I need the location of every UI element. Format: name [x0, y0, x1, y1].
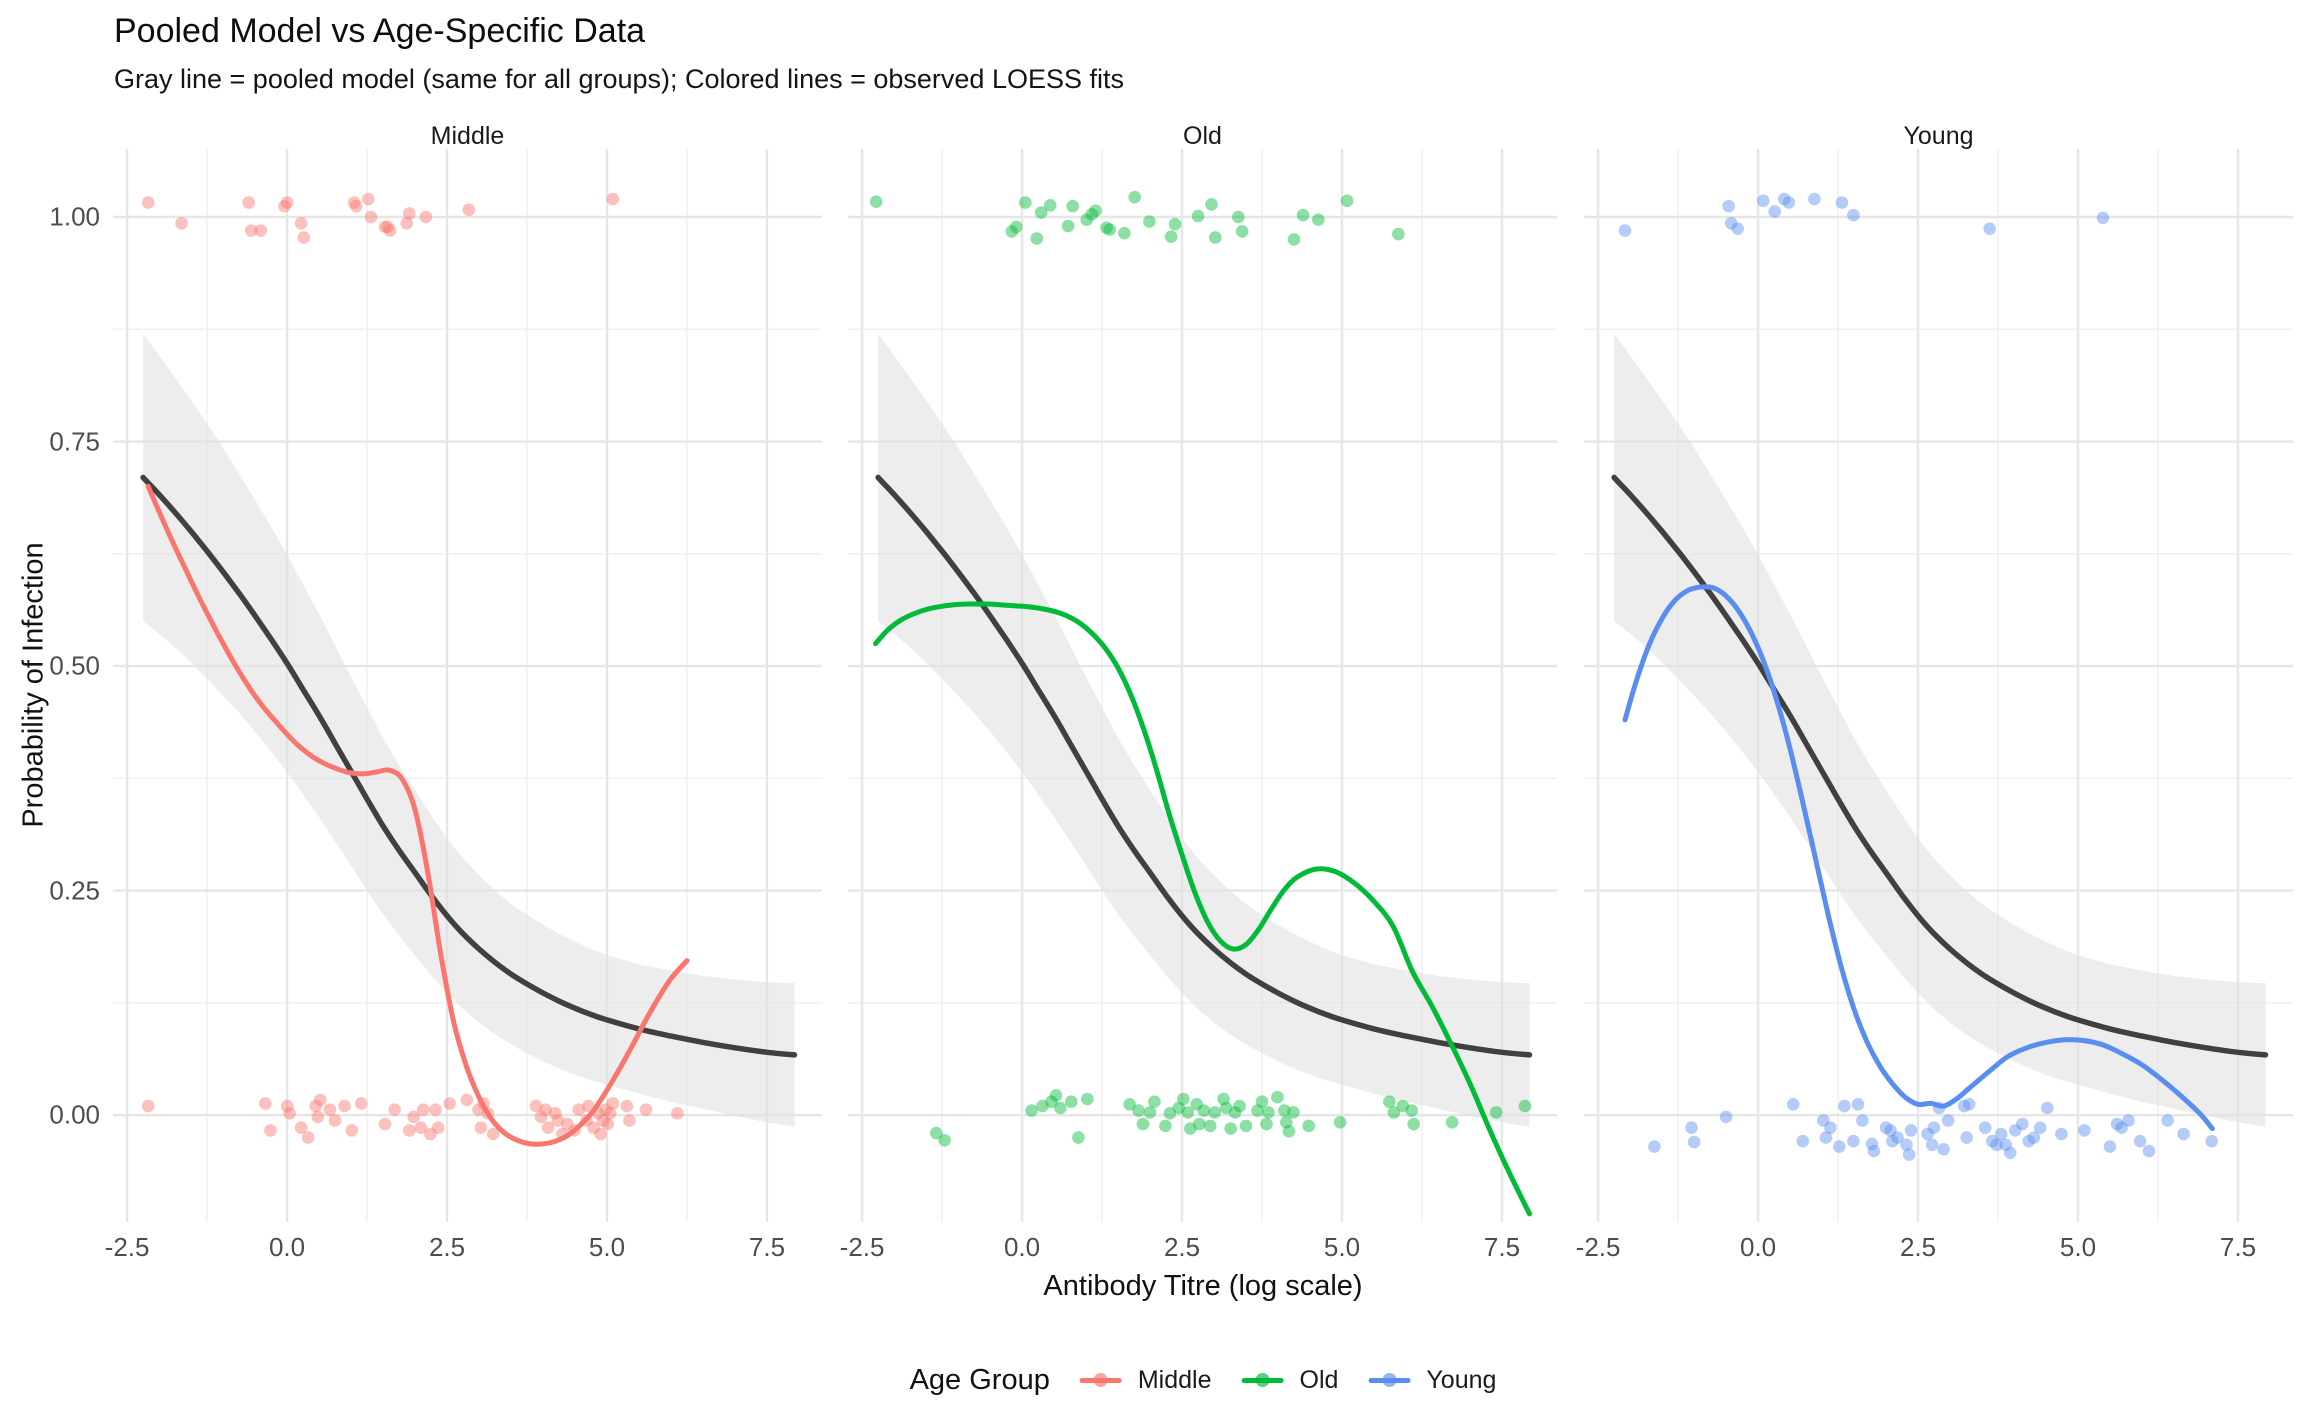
- scatter-points: [869, 190, 1532, 1147]
- x-tick-label: 7.5: [1483, 1232, 1521, 1262]
- y-tick-label: 0.00: [49, 1099, 100, 1130]
- x-tick-label: 2.5: [1163, 1232, 1201, 1262]
- facet-label-middle: Middle: [430, 121, 505, 150]
- loess-line-young: [1622, 584, 2215, 1132]
- legend: Age Group Middle Old Young: [910, 1356, 1497, 1404]
- x-axis-title: Antibody Titre (log scale): [1043, 1270, 1363, 1302]
- x-tick-label: 5.0: [588, 1232, 626, 1262]
- legend-item-old: Old: [1241, 1365, 1339, 1395]
- x-tick-label: 7.5: [748, 1232, 786, 1262]
- x-tick-label: -2.5: [839, 1232, 885, 1262]
- panel-young: [1584, 149, 2293, 1222]
- x-tick-label: 2.5: [428, 1232, 466, 1262]
- facet-label-young: Young: [1903, 121, 1974, 150]
- panel-old: [848, 149, 1557, 1222]
- legend-label-old: Old: [1299, 1365, 1339, 1394]
- legend-item-middle: Middle: [1079, 1365, 1212, 1395]
- x-axis-ticks: -2.5 0.0 2.5 5.0 7.5 -2.5 0.0 2.5 5.0 7.5 -2.5 0.0 2…: [0, 1232, 2304, 1266]
- x-tick-label: 5.0: [1323, 1232, 1361, 1262]
- y-axis-ticks: 1.00 0.75 0.50 0.25 0.00: [0, 149, 100, 1222]
- pooled-model-line: [1611, 474, 2269, 1058]
- confidence-ribbon: [1614, 333, 2266, 1127]
- legend-item-young: Young: [1368, 1366, 1496, 1395]
- legend-key-old-icon: [1241, 1367, 1284, 1393]
- legend-label-young: Young: [1426, 1365, 1497, 1394]
- y-tick-label: 0.50: [49, 650, 100, 681]
- loess-line-middle: [145, 483, 690, 1147]
- legend-key-young-icon: [1368, 1367, 1411, 1393]
- chart-subtitle: Gray line = pooled model (same for all g…: [114, 64, 1124, 94]
- legend-key-middle-icon: [1079, 1367, 1122, 1393]
- x-tick-label: 7.5: [2219, 1232, 2257, 1262]
- x-tick-label: 0.0: [1739, 1232, 1777, 1262]
- x-tick-label: -2.5: [104, 1232, 150, 1262]
- y-tick-label: 1.00: [49, 201, 100, 232]
- legend-title: Age Group: [909, 1363, 1050, 1396]
- y-tick-label: 0.25: [49, 875, 100, 906]
- loess-line-old: [873, 601, 1532, 1217]
- x-tick-label: 5.0: [2059, 1232, 2097, 1262]
- x-tick-label: -2.5: [1575, 1232, 1621, 1262]
- panel-middle: [113, 149, 822, 1222]
- x-tick-label: 2.5: [1899, 1232, 1937, 1262]
- pooled-model-line: [875, 474, 1533, 1058]
- y-tick-label: 0.75: [49, 426, 100, 457]
- facet-label-old: Old: [1183, 121, 1222, 150]
- scatter-points: [1618, 192, 2218, 1161]
- chart-title: Pooled Model vs Age-Specific Data: [114, 12, 646, 50]
- pooled-model-line: [140, 474, 798, 1058]
- legend-label-middle: Middle: [1137, 1365, 1212, 1394]
- x-tick-label: 0.0: [1003, 1232, 1041, 1262]
- x-tick-label: 0.0: [268, 1232, 306, 1262]
- confidence-ribbon: [143, 333, 795, 1127]
